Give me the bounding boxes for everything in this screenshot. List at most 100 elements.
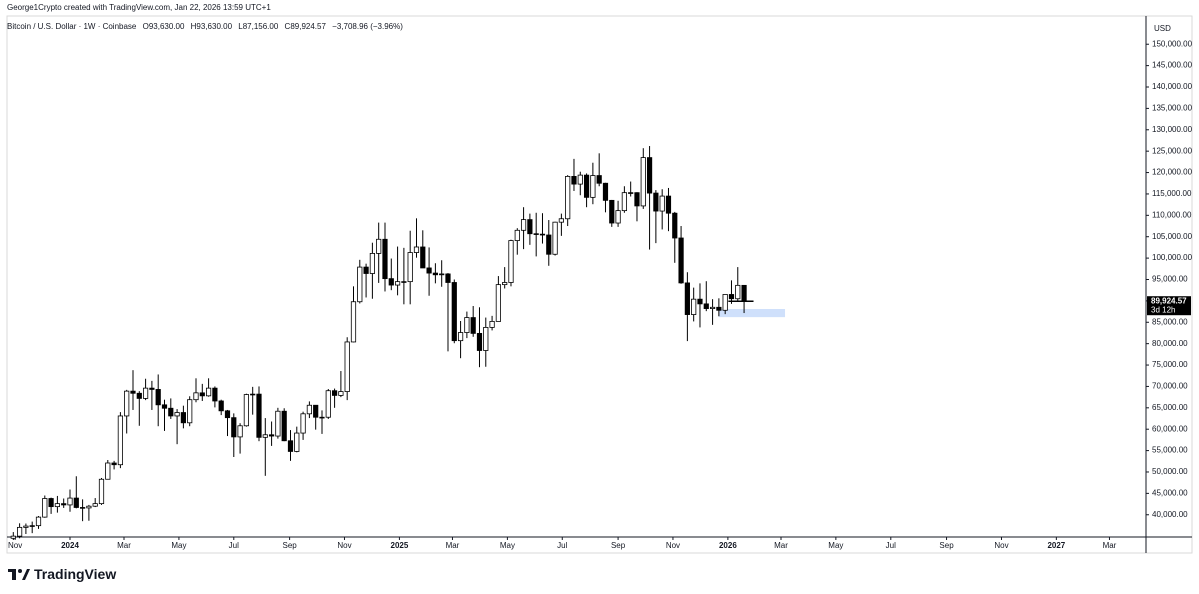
candle-body (602, 182, 609, 201)
candle-body (344, 341, 350, 392)
candle-body (741, 284, 747, 302)
candle-body (596, 175, 602, 184)
candle-body (401, 281, 407, 283)
candle-body (489, 321, 495, 328)
candle-body (672, 212, 678, 239)
y-tick-label: 110,000.00 (1152, 210, 1192, 219)
x-tick-label: 2025 (391, 541, 409, 550)
candle-body (193, 392, 199, 401)
x-tick-label: Nov (666, 541, 680, 550)
candle-body (703, 303, 709, 309)
x-tick-label: 2026 (719, 541, 737, 550)
y-tick-label: 70,000.00 (1152, 382, 1188, 391)
x-tick-label: Sep (611, 541, 626, 550)
candle-body (476, 332, 483, 351)
candle-body (92, 503, 98, 507)
x-tick-label: Jul (886, 541, 896, 550)
y-tick-label: 40,000.00 (1152, 510, 1188, 519)
candle-body (212, 387, 218, 402)
candle-body (67, 497, 73, 506)
symbol: Bitcoin / U.S. Dollar · 1W · Coinbase (7, 22, 137, 31)
candle-body (464, 317, 470, 333)
candle-body (621, 192, 627, 212)
candle-body (268, 434, 275, 437)
brand: TradingView (8, 566, 116, 582)
candle-body (218, 400, 224, 412)
candle-body (325, 390, 331, 418)
y-tick-label: 60,000.00 (1152, 424, 1188, 433)
y-tick-label: 135,000.00 (1152, 104, 1193, 113)
candle-body (571, 176, 577, 185)
candle-body (35, 516, 42, 527)
candle-body (180, 412, 186, 424)
candle-body (451, 282, 457, 342)
x-tick-label: Nov (8, 541, 22, 550)
y-tick-label: 80,000.00 (1152, 339, 1188, 348)
change: −3,708.96 (−3.96%) (332, 22, 403, 31)
candle-body (231, 417, 237, 438)
currency: USD (1154, 24, 1171, 33)
candle-body (338, 391, 344, 396)
candle-body (628, 192, 634, 194)
candle-body (577, 174, 583, 185)
candle-body (23, 525, 29, 528)
candle-body (533, 233, 539, 235)
attribution: George1Crypto created with TradingView.c… (7, 3, 271, 12)
candle-body (357, 266, 363, 303)
candle-body (495, 284, 501, 322)
candle-body (590, 175, 596, 198)
candle-body (149, 387, 155, 390)
candle-body (42, 498, 48, 518)
candle-body (691, 298, 697, 315)
candle-body (54, 503, 60, 508)
y-tick-label: 85,000.00 (1152, 317, 1188, 326)
x-tick-label: 2024 (61, 541, 79, 550)
candle-body (709, 306, 716, 309)
candle-body (174, 412, 180, 417)
candle-body (439, 273, 445, 276)
candle-body (394, 281, 401, 286)
candle-body (187, 399, 193, 424)
candle-body (136, 392, 142, 399)
y-tick-label: 115,000.00 (1152, 189, 1192, 198)
candle-body (508, 240, 514, 283)
candle-body (61, 503, 67, 506)
candle-body (161, 404, 168, 409)
candle-body (665, 195, 672, 214)
candle-body (432, 272, 438, 276)
y-tick-label: 125,000.00 (1152, 146, 1193, 155)
y-tick-label: 75,000.00 (1152, 360, 1188, 369)
candle-body (331, 390, 338, 396)
brand-name: TradingView (34, 566, 117, 582)
x-tick-label: Mar (117, 541, 131, 550)
candle-body (86, 505, 92, 509)
candle-body (243, 394, 249, 427)
y-tick-label: 145,000.00 (1152, 61, 1193, 70)
candle-body (306, 404, 312, 415)
candle-body (350, 301, 357, 343)
y-tick-label: 50,000.00 (1152, 467, 1188, 476)
y-tick-label: 130,000.00 (1152, 125, 1193, 134)
brand-logo (8, 569, 30, 580)
candle-body (470, 317, 476, 334)
candle-body (646, 157, 653, 194)
ohlc: O93,630.00 (142, 22, 185, 31)
candle-body (678, 237, 684, 284)
x-tick-label: 2027 (1047, 541, 1065, 550)
candle-body (98, 478, 105, 505)
candle-body (155, 389, 161, 406)
x-tick-label: Sep (282, 541, 297, 550)
ohlc: H93,630.00 (190, 22, 233, 31)
candle-body (735, 284, 741, 300)
ohlc: C89,924.57 (284, 22, 326, 31)
candle-body (237, 425, 243, 438)
candle-body (369, 253, 375, 274)
chart: USD 40,000.00 45,000.00 50,000.00 55,000.00… (6, 15, 1193, 554)
y-tick-label: 95,000.00 (1152, 275, 1188, 284)
candle-body (224, 410, 231, 419)
x-tick-label: Mar (774, 541, 788, 550)
candle-body (609, 199, 615, 224)
candle-body (615, 210, 621, 224)
candle-body (420, 246, 426, 269)
